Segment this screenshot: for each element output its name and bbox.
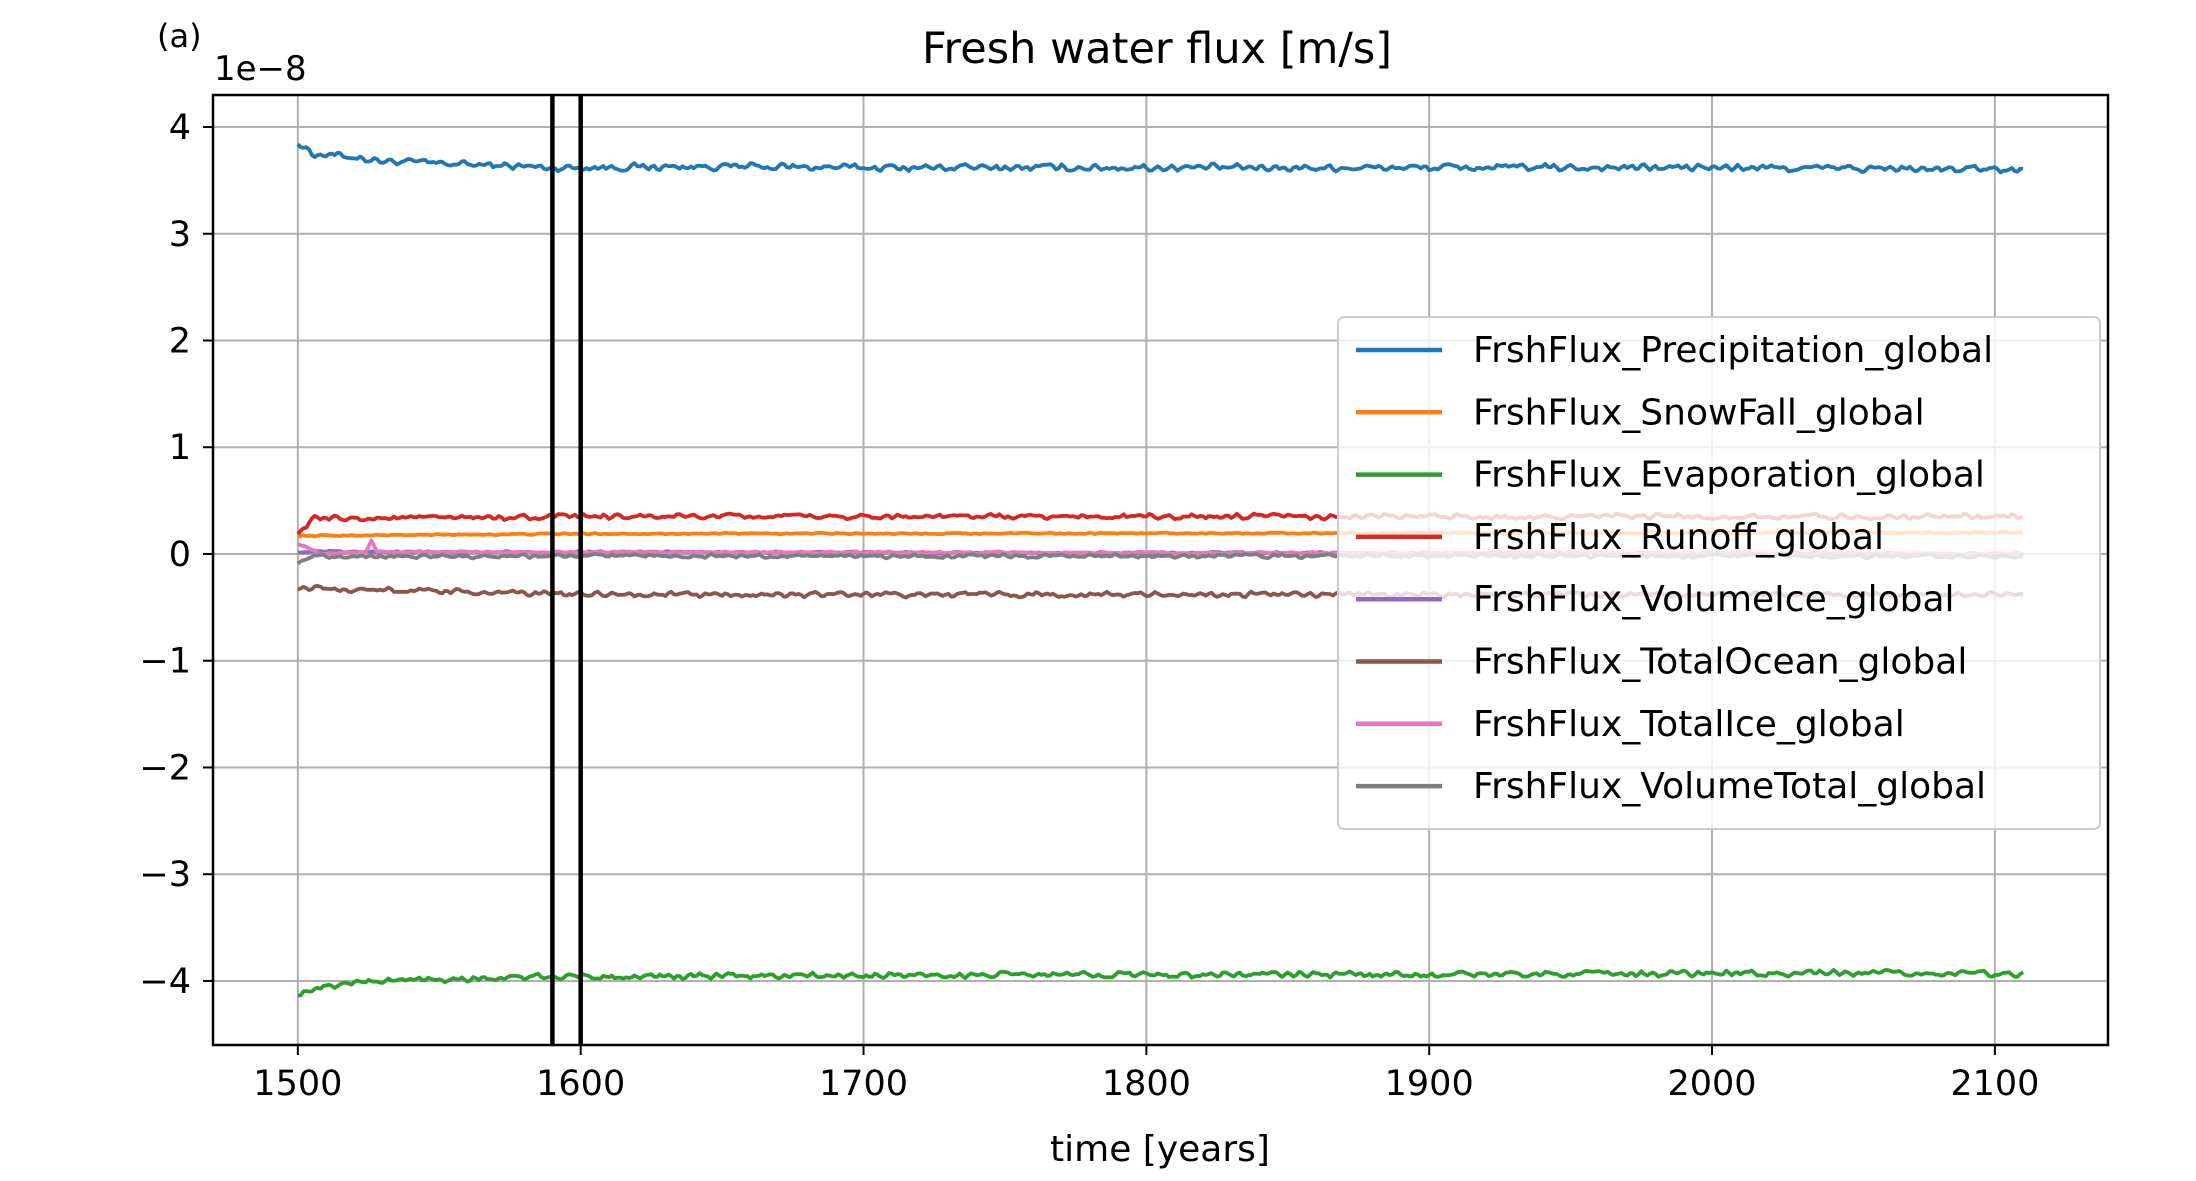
x-tick-label: 1700 [819,1064,908,1104]
x-tick-label: 2100 [1950,1064,2039,1104]
y-tick-label: 3 [169,215,191,255]
legend-label: FrshFlux_VolumeIce_global [1473,579,1955,620]
y-tick-label: 1 [169,428,191,468]
x-axis-label: time [years] [1050,1129,1270,1170]
legend-label: FrshFlux_Evaporation_global [1473,455,1985,496]
legend-label: FrshFlux_Precipitation_global [1473,330,1993,371]
y-tick-label: 2 [169,322,191,362]
y-tick-label: 0 [169,535,191,575]
x-tick-label: 1500 [253,1064,342,1104]
legend-label: FrshFlux_Runoff_global [1473,517,1884,558]
x-tick-label: 2000 [1667,1064,1756,1104]
x-tick-label: 1600 [536,1064,625,1104]
y-tick-label: 4 [169,108,191,148]
legend-label: FrshFlux_TotalOcean_global [1473,642,1967,683]
y-axis-ticks: 4 3 2 1 0 −1 −2 −3 −4 [139,108,213,1002]
legend-label: FrshFlux_TotalIce_global [1473,704,1905,745]
y-tick-label: −2 [139,748,191,788]
panel-label: (a) [157,17,202,55]
y-tick-label: −1 [139,642,191,682]
series-line [296,142,2024,175]
vertical-markers [550,95,583,1045]
y-tick-label: −3 [139,855,191,895]
chart-title: Fresh water flux [m/s] [922,24,1392,74]
series-line [297,968,2025,998]
y-tick-label: −4 [139,962,191,1002]
y-offset-label: 1e−8 [214,49,307,89]
legend-label: FrshFlux_SnowFall_global [1473,392,1925,433]
legend-box [1337,316,2101,830]
x-axis-ticks: 1500 1600 1700 1800 1900 2000 2100 [253,1045,2039,1104]
plot-frame [211,93,2110,1047]
x-tick-label: 1800 [1102,1064,1191,1104]
x-tick-label: 1900 [1385,1064,1474,1104]
legend-label: FrshFlux_VolumeTotal_global [1473,766,1986,807]
legend: FrshFlux_Precipitation_global FrshFlux_Sn… [1337,316,2101,830]
